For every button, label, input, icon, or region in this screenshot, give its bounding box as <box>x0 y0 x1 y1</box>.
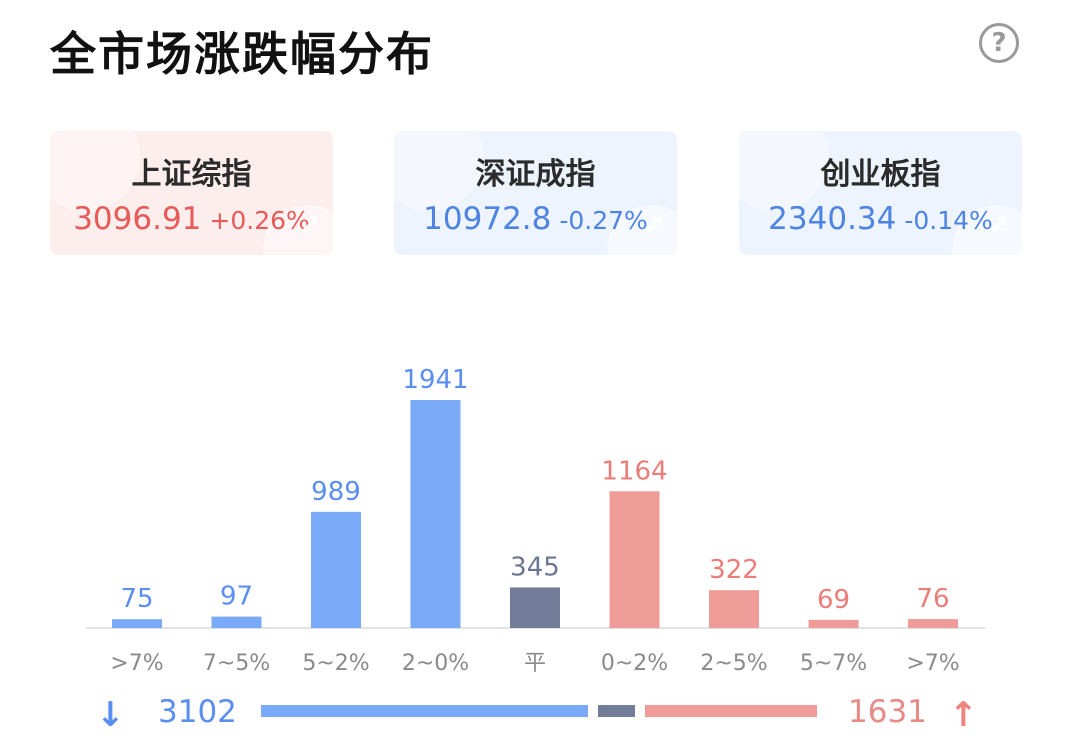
index-card-shenzhen[interactable]: 深证成指 10972.8 -0.27% ↗ <box>394 131 677 255</box>
tick-label-6: 2~5% <box>700 651 767 676</box>
bar-4[interactable] <box>510 587 560 628</box>
bar-0[interactable] <box>112 619 162 628</box>
up-arrow-icon: ↑ <box>949 695 978 735</box>
ratio-bar-flat <box>598 705 635 717</box>
bar-5[interactable] <box>609 491 660 628</box>
tick-label-4: 平 <box>524 651 546 676</box>
bar-7[interactable] <box>808 619 859 628</box>
trend-arrow-icon: ↗ <box>641 209 665 242</box>
bar-6[interactable] <box>709 590 759 628</box>
trend-arrow-icon: ↗ <box>986 209 1010 242</box>
index-card-shanghai[interactable]: 上证综指 3096.91 +0.26% ↗ <box>50 131 333 255</box>
data-label-3: 1941 <box>402 365 468 395</box>
bar-3[interactable] <box>410 400 461 628</box>
data-label-6: 322 <box>709 555 759 585</box>
data-label-2: 989 <box>311 477 361 507</box>
page-title: 全市场涨跌幅分布 <box>50 27 434 81</box>
tick-label-7: 5~7% <box>800 651 867 676</box>
data-label-5: 1164 <box>601 456 667 486</box>
tick-label-2: 5~2% <box>302 651 369 676</box>
ratio-bar-up <box>644 705 817 717</box>
down-arrow-icon: ↓ <box>96 695 125 735</box>
index-value: 3096.91 <box>73 201 202 237</box>
bar-1[interactable] <box>211 616 262 628</box>
trend-arrow-icon: ↗ <box>297 209 321 242</box>
data-label-4: 345 <box>510 552 560 582</box>
tick-label-0: >7% <box>110 651 163 676</box>
tick-label-5: 0~2% <box>601 651 668 676</box>
down-count: 3102 <box>158 694 237 730</box>
distribution-chart: 75 >7% 97 7~5% 989 5~2% 1941 2~0% 345 平 1164 0~2% 32… <box>86 365 985 676</box>
bar-2[interactable] <box>311 511 361 628</box>
data-label-1: 97 <box>220 582 253 612</box>
index-value: 2340.34 <box>768 201 897 237</box>
index-change: -0.14% <box>904 206 993 235</box>
index-change: +0.26% <box>209 206 310 235</box>
bar-8[interactable] <box>908 619 958 628</box>
ratio-bar-down <box>261 705 589 717</box>
tick-label-3: 2~0% <box>402 651 469 676</box>
tick-label-1: 7~5% <box>203 651 270 676</box>
index-name: 创业板指 <box>820 157 941 192</box>
index-name: 上证综指 <box>131 157 252 192</box>
index-name: 深证成指 <box>475 157 596 192</box>
data-label-8: 76 <box>916 584 949 614</box>
help-icon[interactable]: ? <box>979 23 1019 63</box>
tick-label-8: >7% <box>906 651 959 676</box>
up-count: 1631 <box>848 694 927 730</box>
index-card-chinext[interactable]: 创业板指 2340.34 -0.14% ↗ <box>739 131 1022 255</box>
index-change: -0.27% <box>559 206 648 235</box>
data-label-0: 75 <box>120 584 153 614</box>
summary-bar: ↓ 3102 1631 ↑ <box>0 688 1073 738</box>
data-label-7: 69 <box>817 585 850 615</box>
index-value: 10972.8 <box>423 201 552 237</box>
